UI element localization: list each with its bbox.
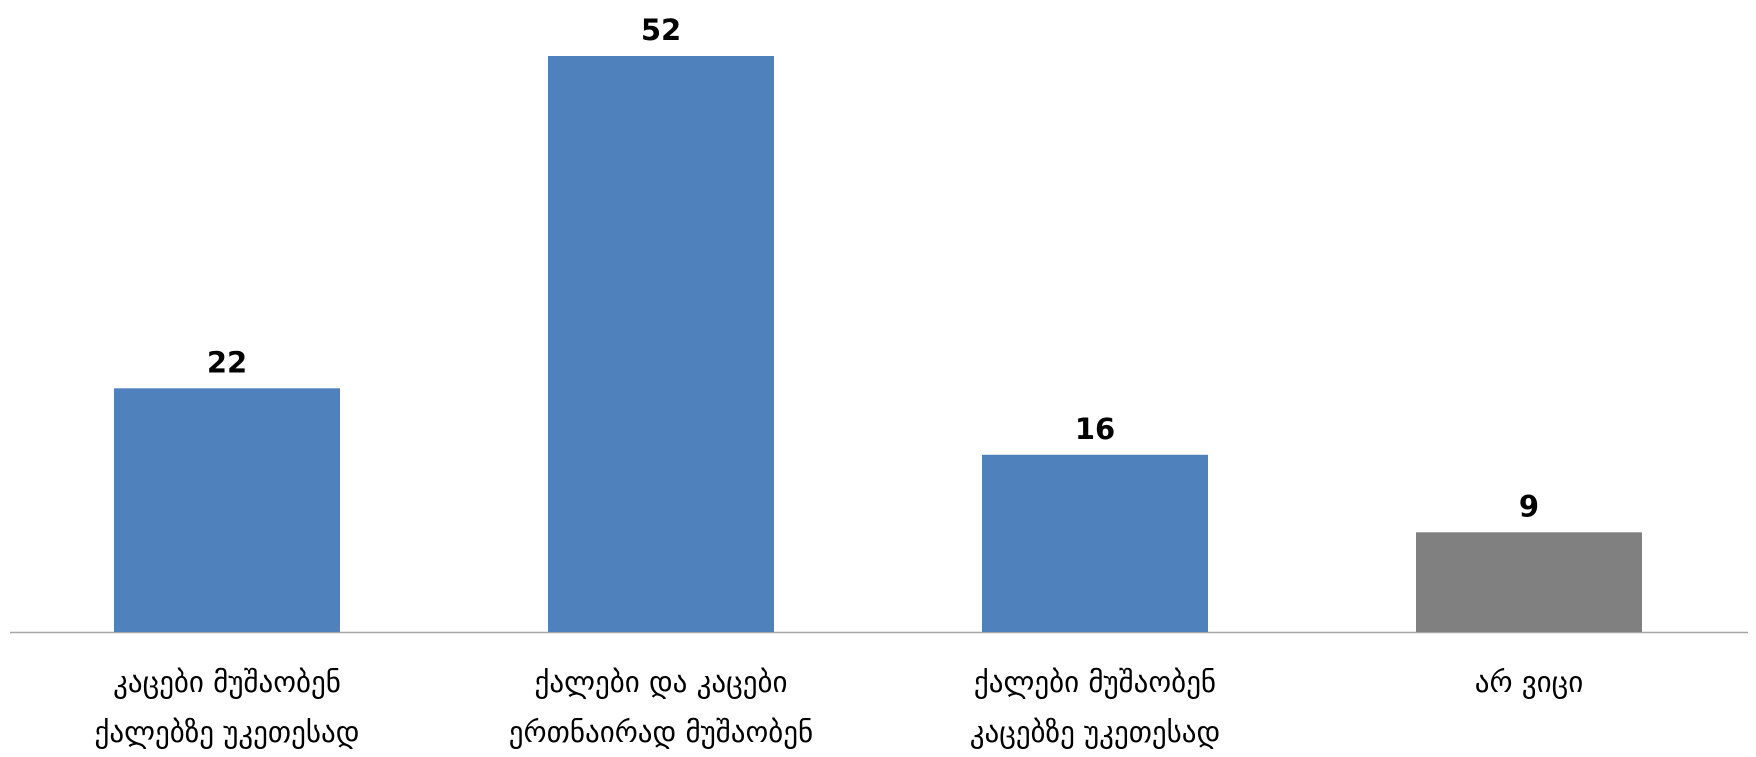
category-label-line: ქალები და კაცები: [535, 665, 788, 699]
category-label-line: კაცები მუშაობენ: [113, 665, 341, 699]
bar-4: [1416, 532, 1642, 632]
category-label-line: არ ვიცი: [1475, 665, 1583, 699]
data-label-1: 22: [207, 345, 247, 379]
data-label-4: 9: [1519, 489, 1539, 523]
data-label-2: 52: [641, 13, 681, 47]
bar-3: [982, 454, 1208, 632]
category-label-4: არ ვიცი: [1475, 665, 1583, 699]
bar-2: [548, 56, 774, 632]
category-label-line: ქალებზე უკეთესად: [95, 715, 360, 749]
category-label-line: ერთნაირად მუშაობენ: [509, 715, 813, 749]
category-label-2: ქალები და კაცები ერთნაირად მუშაობენ: [509, 665, 813, 749]
bar-1: [114, 388, 340, 632]
category-label-1: კაცები მუშაობენ ქალებზე უკეთესად: [95, 665, 360, 749]
category-label-line: ქალები მუშაობენ: [974, 665, 1216, 699]
category-label-3: ქალები მუშაობენ კაცებზე უკეთესად: [970, 665, 1221, 749]
data-label-3: 16: [1075, 412, 1115, 446]
category-label-line: კაცებზე უკეთესად: [970, 715, 1221, 749]
